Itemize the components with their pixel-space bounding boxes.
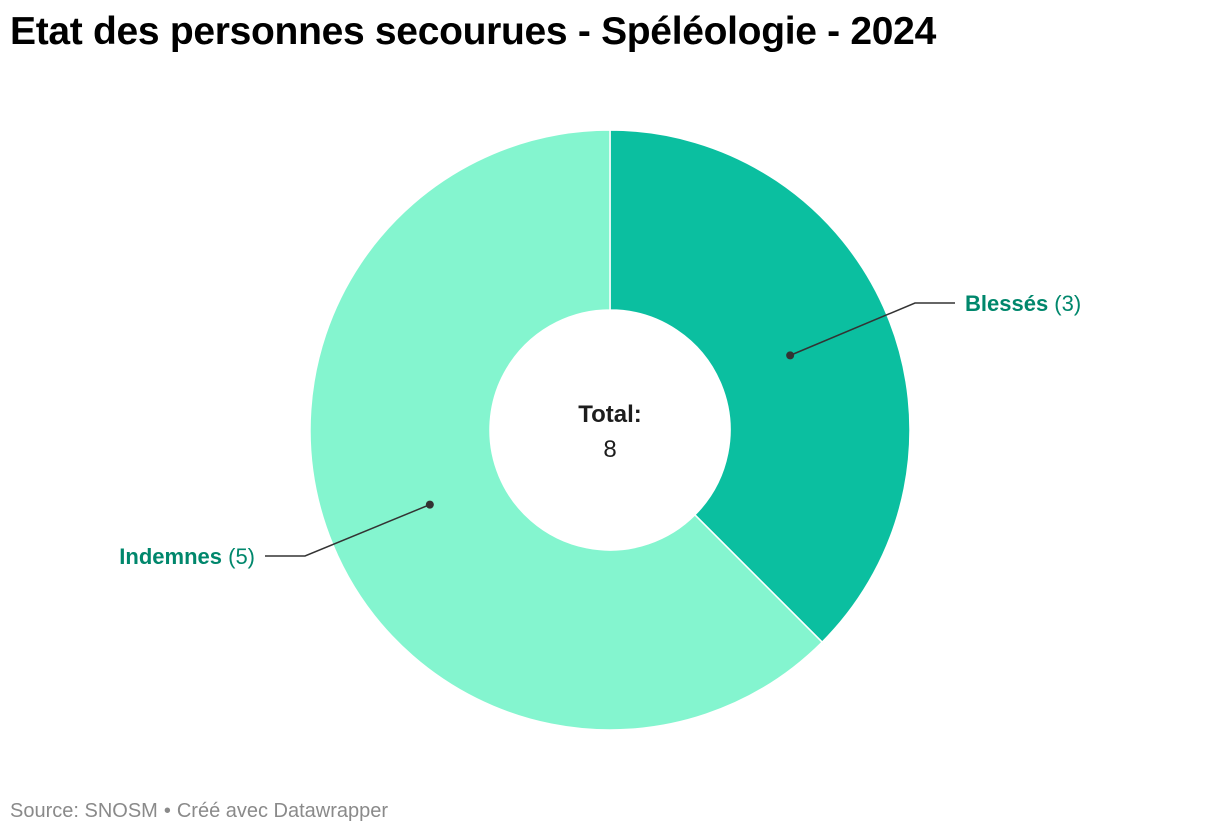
connectors-group <box>265 302 955 557</box>
slice-label-blesses: Blessés (3) <box>965 291 1081 316</box>
labels-group: Blessés (3) Indemnes (5) <box>119 291 1081 569</box>
slices-group <box>309 129 911 731</box>
slice-label-indemnes: Indemnes (5) <box>119 544 255 569</box>
footer-separator: • <box>163 800 171 822</box>
connector-line-blesses <box>789 302 955 357</box>
chart-title: Etat des personnes secourues - Spéléolog… <box>10 10 936 53</box>
slice-label-value: (3) <box>1048 291 1081 316</box>
slice-blesses[interactable] <box>609 129 911 644</box>
footer: Source: SNOSM • Créé avec Datawrapper <box>10 800 388 823</box>
center-value: 8 <box>603 436 616 463</box>
slice-label-value: (5) <box>222 544 255 569</box>
slice-label-name: Blessés <box>965 291 1048 316</box>
center-label: Total: <box>578 401 642 428</box>
footer-credit[interactable]: Créé avec Datawrapper <box>176 800 389 822</box>
footer-source: Source: SNOSM <box>10 800 158 822</box>
slice-indemnes[interactable] <box>309 129 824 731</box>
connector-line-indemnes <box>265 503 431 557</box>
slice-label-name: Indemnes <box>119 544 222 569</box>
